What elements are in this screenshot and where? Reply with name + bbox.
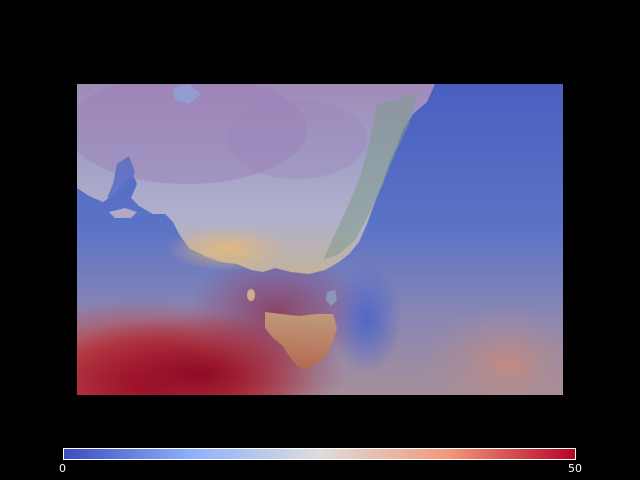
tasmania — [265, 312, 337, 370]
inland-cool-region-east — [227, 99, 367, 179]
heatmap-overlay[interactable] — [77, 84, 563, 395]
colorbar-max-label: 50 — [568, 462, 582, 475]
eastern-ranges — [323, 94, 417, 260]
king-island — [247, 289, 255, 301]
lake-inland — [173, 84, 201, 104]
coastal-warm-band — [167, 227, 287, 271]
colorbar — [63, 448, 576, 460]
cool-zone-east-strait — [332, 264, 402, 374]
map-canvas — [77, 84, 563, 395]
inland-cool-region — [77, 84, 307, 184]
spencer-gulf — [107, 156, 135, 198]
warm-zone-southeast — [417, 304, 563, 395]
colorbar-min-label: 0 — [59, 462, 66, 475]
kangaroo-island — [109, 208, 137, 218]
flinders-island — [326, 290, 337, 306]
